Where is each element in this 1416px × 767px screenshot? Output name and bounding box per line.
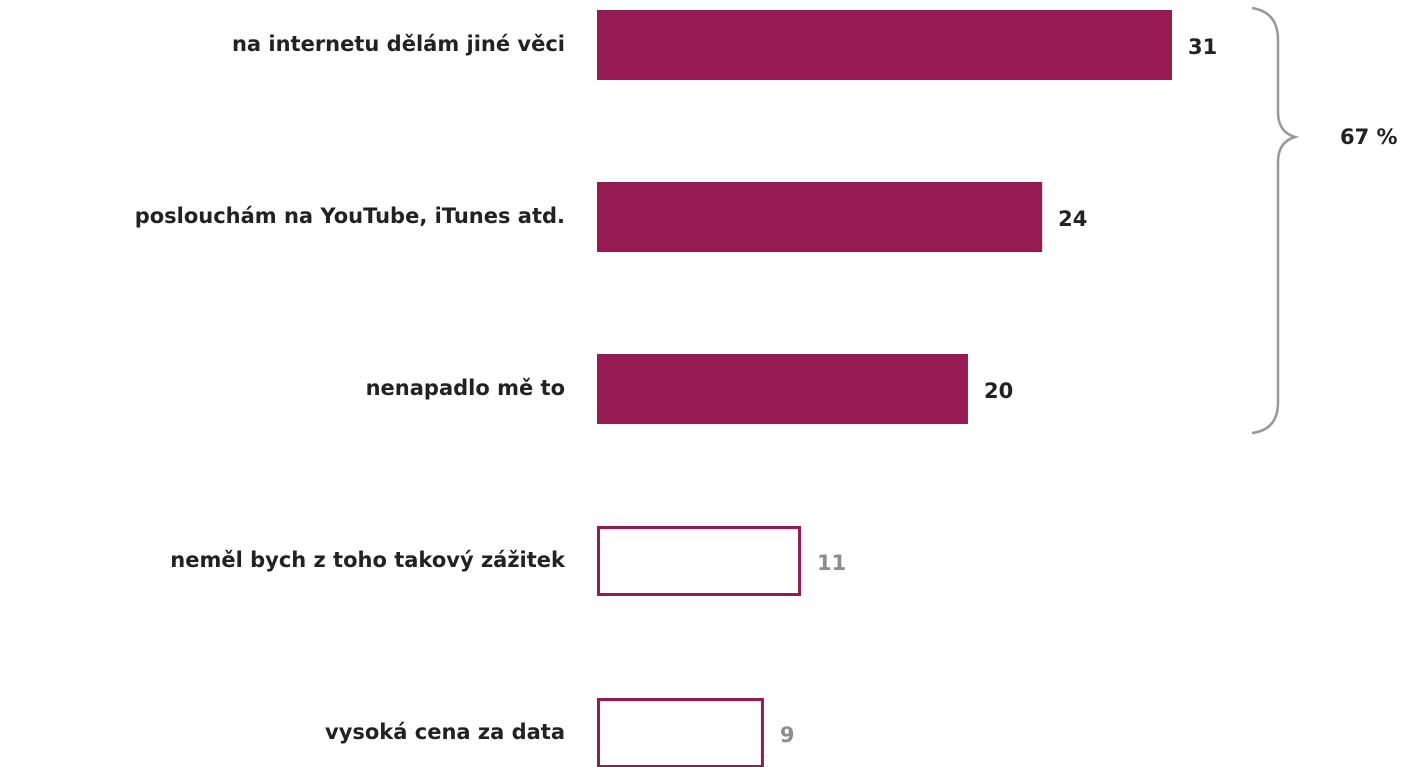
bar xyxy=(597,182,1043,252)
category-label: nenapadlo mě to xyxy=(366,376,565,400)
category-label: vysoká cena za data xyxy=(325,720,565,744)
bracket xyxy=(1251,6,1300,435)
bar xyxy=(597,698,764,767)
value-label: 20 xyxy=(984,379,1013,403)
category-label: neměl bych z toho takový zážitek xyxy=(170,548,566,572)
annotation: 67 % xyxy=(1340,125,1398,149)
bar xyxy=(597,354,968,424)
value-label: 24 xyxy=(1058,207,1087,231)
value-label: 11 xyxy=(817,551,846,575)
bar xyxy=(597,526,802,596)
category-label: na internetu dělám jiné věci xyxy=(232,32,565,56)
value-label: 9 xyxy=(780,723,795,747)
category-label: poslouchám na YouTube, iTunes atd. xyxy=(135,204,565,228)
bar xyxy=(597,10,1172,80)
value-label: 31 xyxy=(1188,35,1217,59)
